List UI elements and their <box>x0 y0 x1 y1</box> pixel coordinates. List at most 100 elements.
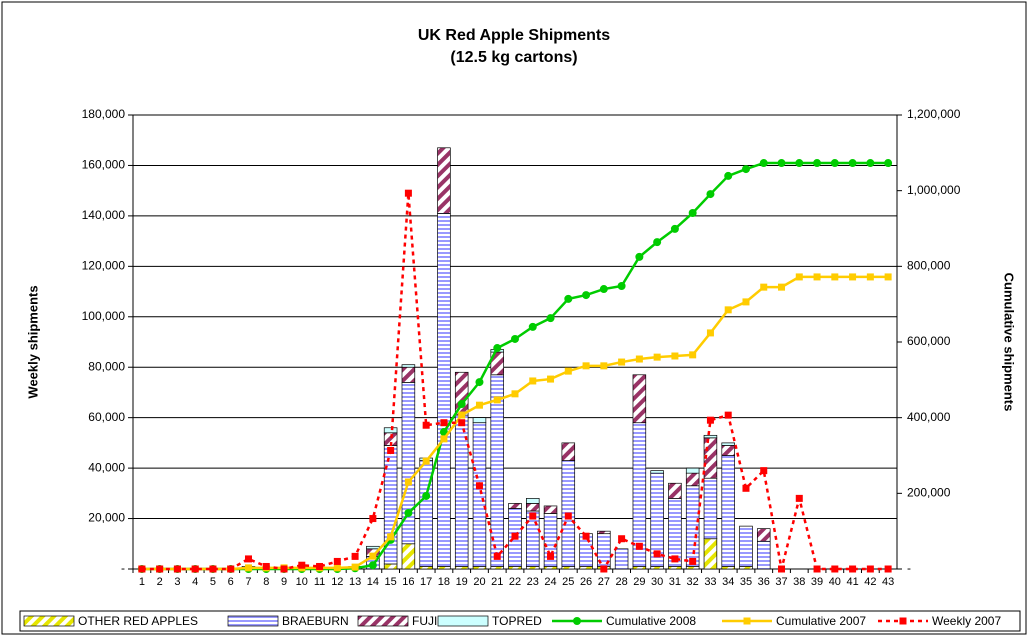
y2-tick-label: 1,000,000 <box>907 183 961 197</box>
legend-label: Weekly 2007 <box>932 614 1001 628</box>
x-tick-label: 33 <box>704 576 716 588</box>
bar-segment <box>703 434 718 439</box>
bar-segment <box>614 548 629 570</box>
bar-segment <box>437 147 451 214</box>
line-marker <box>440 419 448 427</box>
y2-tick-label: 1,200,000 <box>907 107 961 121</box>
line-marker <box>368 561 377 570</box>
bar-segment <box>650 566 664 570</box>
bar-segment <box>579 566 593 570</box>
y-tick-label: 80,000 <box>88 359 125 373</box>
x-tick-label: 16 <box>402 576 414 588</box>
line-marker <box>316 562 324 570</box>
line-marker <box>831 273 839 281</box>
line-marker <box>191 565 199 573</box>
bar-segment <box>685 566 700 570</box>
line-marker <box>582 362 590 370</box>
line-marker <box>741 165 750 174</box>
line-marker <box>511 334 519 343</box>
line-marker <box>866 159 875 168</box>
line-marker <box>546 314 555 323</box>
line-marker <box>706 329 714 337</box>
x-tick-label: 19 <box>456 576 468 588</box>
line-marker <box>600 565 608 573</box>
x-tick-label: 15 <box>385 576 397 588</box>
line-marker <box>511 532 519 540</box>
x-tick-label: 1 <box>139 576 145 588</box>
line-marker <box>404 509 413 518</box>
x-tick-label: 29 <box>633 576 645 588</box>
line-marker <box>635 355 643 363</box>
bar-segment <box>632 566 647 570</box>
line-marker <box>457 400 466 409</box>
bar-segment <box>685 472 700 487</box>
line-marker <box>777 159 786 168</box>
bar-segment <box>419 566 433 570</box>
bar-segment <box>437 566 451 570</box>
bar-segment <box>454 371 469 416</box>
line-marker <box>671 352 679 360</box>
line-marker <box>635 252 644 261</box>
line-marker <box>475 401 483 409</box>
line-marker <box>653 550 661 558</box>
y-tick-label: 140,000 <box>82 208 126 222</box>
line-marker <box>582 291 591 300</box>
line-marker <box>529 377 537 385</box>
legend-marker <box>743 617 751 625</box>
bar-segment <box>383 563 398 570</box>
bar-segment <box>366 545 380 550</box>
line-marker <box>244 564 252 572</box>
bar-segment <box>383 427 398 434</box>
line-marker <box>475 378 484 387</box>
line-marker <box>830 159 839 168</box>
x-tick-label: 32 <box>687 576 699 588</box>
x-tick-label: 37 <box>775 576 787 588</box>
line-marker <box>884 273 892 281</box>
line-marker <box>333 557 341 565</box>
line-marker <box>564 367 572 375</box>
line-marker <box>848 159 857 168</box>
y-tick-label: 120,000 <box>82 259 126 273</box>
line-marker <box>280 565 288 573</box>
x-tick-label: 28 <box>615 576 627 588</box>
line-marker <box>422 457 430 465</box>
x-tick-label: 2 <box>157 576 163 588</box>
bar-segment <box>543 566 558 570</box>
bar-segment <box>721 445 735 456</box>
y2-tick-label: 200,000 <box>907 486 951 500</box>
bar-segment <box>526 566 540 570</box>
x-tick-label: 26 <box>580 576 592 588</box>
x-tick-label: 42 <box>864 576 876 588</box>
line-marker <box>706 416 714 424</box>
line-marker <box>813 273 821 281</box>
y-tick-label: - <box>121 561 125 575</box>
line-marker <box>173 565 181 573</box>
bar-segment <box>685 485 700 567</box>
x-tick-label: 40 <box>829 576 841 588</box>
y-tick-label: 100,000 <box>82 309 126 323</box>
line-marker <box>724 306 732 314</box>
line-marker <box>227 565 235 573</box>
x-tick-label: 36 <box>758 576 770 588</box>
line-marker <box>760 283 768 291</box>
bar-segment <box>650 470 664 474</box>
line-marker <box>759 159 768 168</box>
bar-segment <box>721 455 735 567</box>
bar-segment <box>526 503 540 512</box>
bar-segment <box>703 538 718 570</box>
x-tick-label: 13 <box>349 576 361 588</box>
line-marker <box>547 552 555 560</box>
line-marker <box>688 208 697 217</box>
line-marker <box>404 189 412 197</box>
bar-segment <box>401 366 416 383</box>
x-tick-label: 12 <box>331 576 343 588</box>
bar-segment <box>756 528 771 542</box>
x-tick-label: 8 <box>263 576 269 588</box>
line-marker <box>884 565 892 573</box>
line-marker <box>689 351 697 359</box>
x-tick-label: 43 <box>882 576 894 588</box>
bar-segment <box>561 566 576 570</box>
x-tick-label: 31 <box>669 576 681 588</box>
bar-segment <box>739 566 753 570</box>
legend-label: FUJI <box>412 614 437 628</box>
